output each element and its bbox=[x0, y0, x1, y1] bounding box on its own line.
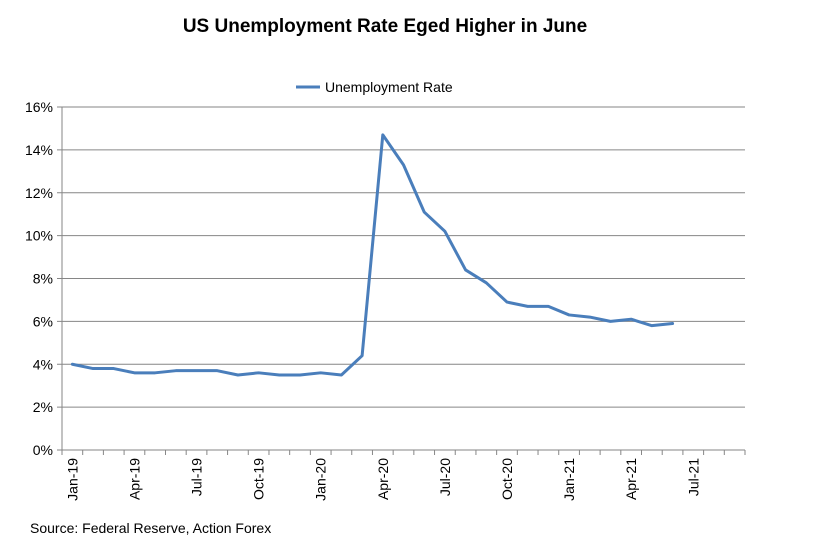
x-tick-label: Apr-20 bbox=[375, 458, 391, 500]
x-tick-labels: Jan-19 Apr-19 Jul-19 Oct-19 Jan-20 Apr-20 Jul-… bbox=[64, 458, 701, 501]
y-tick-label: 6% bbox=[33, 313, 53, 329]
source-note: Source: Federal Reserve, Action Forex bbox=[30, 520, 272, 536]
y-tick-label: 8% bbox=[33, 271, 53, 287]
x-tick-label: Apr-21 bbox=[623, 458, 639, 500]
x-tick-label: Apr-19 bbox=[126, 458, 142, 500]
y-tick-label: 4% bbox=[33, 356, 53, 372]
legend-label: Unemployment Rate bbox=[325, 79, 453, 95]
gridlines bbox=[62, 106, 745, 408]
axes bbox=[57, 106, 746, 455]
x-tick-label: Jul-19 bbox=[189, 458, 205, 496]
y-tick-label: 0% bbox=[33, 442, 53, 458]
x-tick-label: Jan-20 bbox=[313, 458, 329, 501]
series-line-unemployment-rate bbox=[70, 133, 675, 377]
legend: Unemployment Rate bbox=[296, 79, 453, 95]
x-tick-label: Oct-20 bbox=[499, 458, 515, 500]
y-tick-label: 14% bbox=[25, 142, 53, 158]
x-tick-label: Jan-21 bbox=[561, 458, 577, 501]
y-tick-labels: 0% 2% 4% 6% 8% 10% 12% 14% 16% bbox=[25, 99, 53, 458]
x-tick-label: Oct-19 bbox=[251, 458, 267, 500]
series-lines bbox=[70, 133, 675, 377]
x-tick-label: Jul-21 bbox=[685, 458, 701, 496]
x-tick-label: Jul-20 bbox=[437, 458, 453, 496]
y-tick-label: 10% bbox=[25, 228, 53, 244]
y-tick-label: 12% bbox=[25, 185, 53, 201]
chart-title: US Unemployment Rate Eged Higher in June bbox=[182, 16, 588, 37]
y-tick-label: 16% bbox=[25, 99, 53, 115]
x-tick-label: Jan-19 bbox=[64, 458, 80, 501]
y-tick-label: 2% bbox=[33, 399, 53, 415]
